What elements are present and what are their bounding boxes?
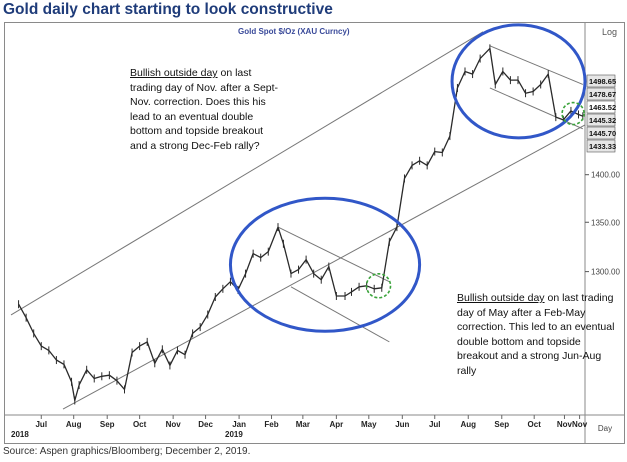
annotation-nov: Bullish outside day on last trading day … xyxy=(130,66,280,153)
nov-double-bottom-marker xyxy=(561,101,585,126)
price-tag-label: 1463.52 xyxy=(589,103,616,112)
price-tag-label: 1445.32 xyxy=(589,116,616,125)
x-tick-label: Oct xyxy=(133,420,147,429)
x-tick-label: Dec xyxy=(198,420,213,429)
x-tick-label: Aug xyxy=(460,420,476,429)
x-tick-label: Oct xyxy=(528,420,542,429)
annotation-may-underlined: Bullish outside day xyxy=(457,292,545,304)
x-tick-label: Jan xyxy=(232,420,246,429)
x-tick-label: Sep xyxy=(494,420,509,429)
x-tick-label: Nov xyxy=(166,420,182,429)
y-tick-label: 1350.00 xyxy=(591,218,620,227)
year-label-2018: 2018 xyxy=(11,430,29,439)
price-tag-box xyxy=(586,87,616,101)
feb-may-correction-oval xyxy=(228,196,422,333)
gold-price-chart: Gold Spot $/Oz (XAU Curncy) Log 1300.00 135… xyxy=(5,23,624,443)
gold-price-line xyxy=(18,47,584,402)
x-tick-label: Sep xyxy=(100,420,115,429)
x-tick-label: Jul xyxy=(35,420,47,429)
x-tick-label: Jun xyxy=(395,420,409,429)
lower-channel-line xyxy=(62,124,586,410)
x-tick-label: Aug xyxy=(66,420,82,429)
feb-may-flag-upper-line xyxy=(277,226,390,283)
price-tag-box xyxy=(586,74,616,88)
y-tick-label: 1400.00 xyxy=(591,171,620,180)
x-tick-label: Nov xyxy=(572,420,588,429)
price-tag-box xyxy=(586,139,616,153)
x-tick-label: Feb xyxy=(264,420,278,429)
y-tick-label: 1300.00 xyxy=(591,268,620,277)
source-note: Source: Aspen graphics/Bloomberg; Decemb… xyxy=(3,446,251,457)
price-tag-label: 1498.65 xyxy=(589,77,616,86)
feb-may-flag-lower-line xyxy=(290,286,390,343)
x-tick-label: Nov xyxy=(557,420,573,429)
sep-nov-flag-lower-line xyxy=(489,87,584,130)
price-tag-label: 1445.70 xyxy=(589,129,616,138)
sep-nov-correction-oval xyxy=(450,23,587,140)
annotation-may-text: on last trading day of May after a Feb-M… xyxy=(457,292,615,377)
annotation-nov-underlined: Bullish outside day xyxy=(130,67,218,79)
x-tick-label: May xyxy=(361,420,377,429)
price-tag-box xyxy=(586,126,616,140)
log-scale-label: Log xyxy=(602,27,617,37)
x-axis-unit-label: Day xyxy=(598,424,612,433)
price-tag-box xyxy=(586,100,616,114)
annotation-nov-text: on last trading day of Nov. after a Sept… xyxy=(130,67,279,152)
chart-frame: Gold Spot $/Oz (XAU Curncy) Log 1300.00 135… xyxy=(4,22,625,444)
upper-channel-line xyxy=(10,31,484,316)
x-tick-label: Jul xyxy=(429,420,441,429)
price-tag-box xyxy=(586,113,616,127)
annotation-may: Bullish outside day on last trading day … xyxy=(457,291,617,378)
price-tag-label: 1478.67 xyxy=(589,90,616,99)
sep-nov-flag-upper-line xyxy=(489,45,584,85)
x-tick-label: Mar xyxy=(296,420,310,429)
may-double-bottom-marker xyxy=(365,272,392,299)
year-label-2019: 2019 xyxy=(225,430,243,439)
chart-title: Gold daily chart starting to look constr… xyxy=(3,1,333,18)
x-tick-label: Apr xyxy=(329,420,343,429)
chart-header-label: Gold Spot $/Oz (XAU Curncy) xyxy=(238,27,350,36)
price-tag-label: 1433.33 xyxy=(589,142,616,151)
